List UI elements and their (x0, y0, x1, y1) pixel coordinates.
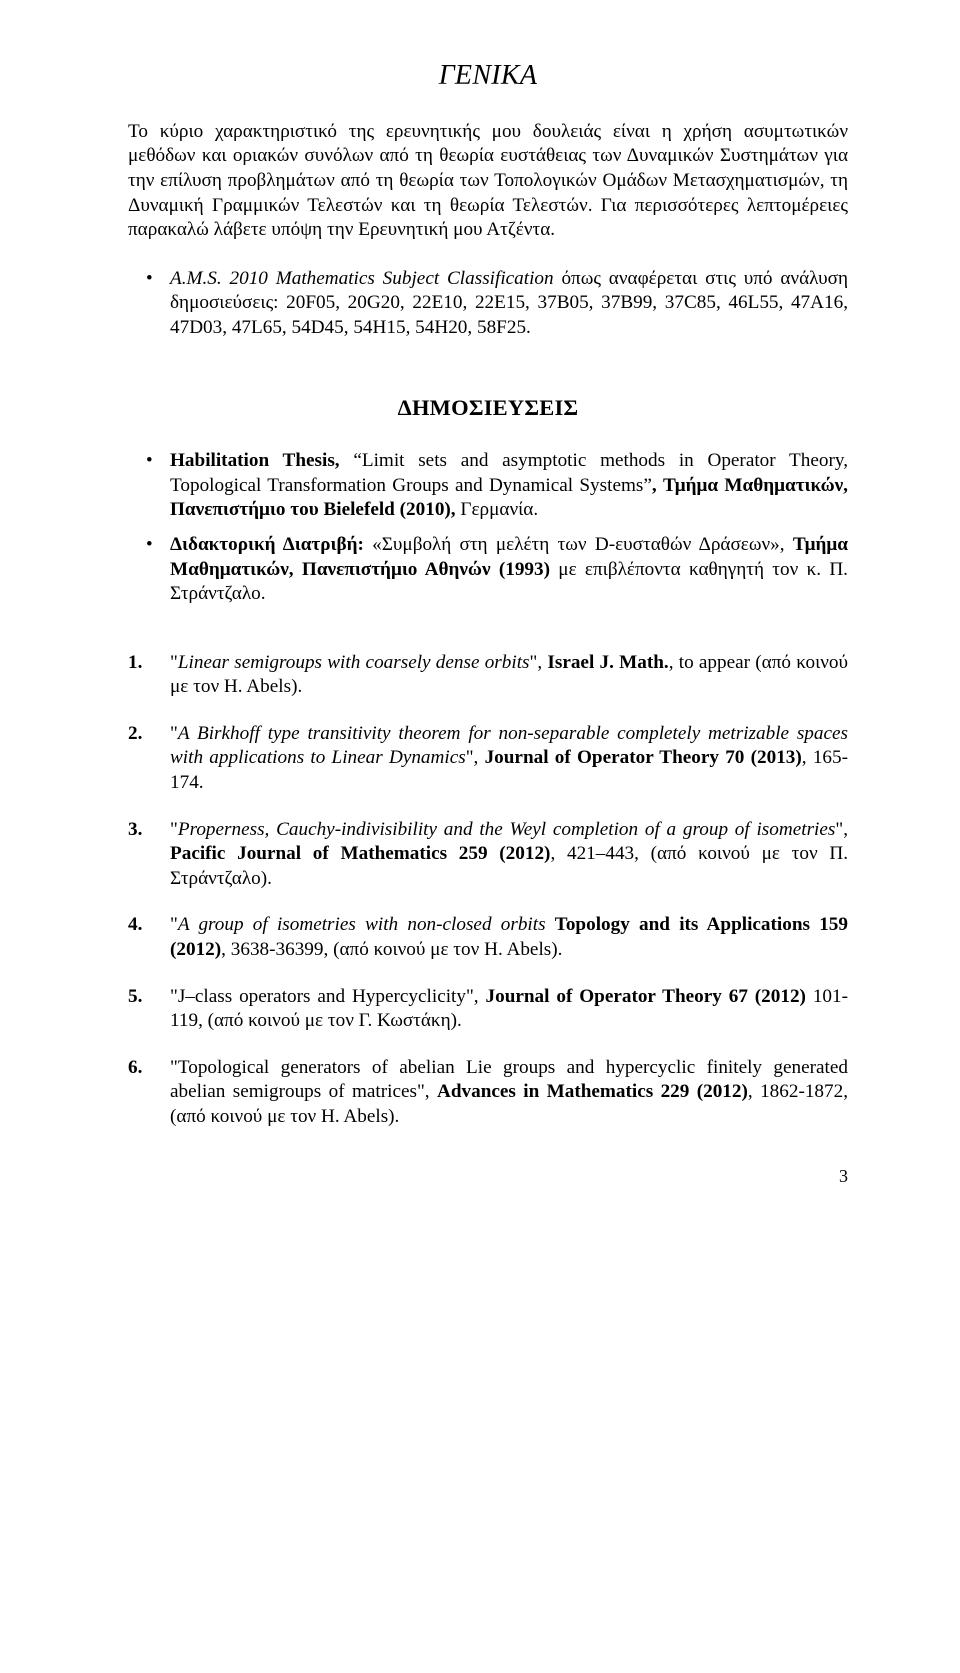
habilitation-item: Habilitation Thesis, “Limit sets and asy… (128, 449, 848, 523)
rdquo: ", (835, 819, 848, 840)
page-number: 3 (128, 1165, 848, 1188)
section-heading-genika: ΓΕΝΙΚΑ (128, 58, 848, 94)
ldquo: " (170, 986, 178, 1007)
pub-journal: Advances in Mathematics 229 (2012) (437, 1081, 748, 1102)
ams-prefix: A.M.S. 2010 Mathematics Subject Classifi… (170, 268, 554, 289)
pub-item-2: 2. "A Birkhoff type transitivity theorem… (128, 722, 848, 796)
pub-num: 5. (128, 985, 158, 1010)
phd-lead: Διδακτορική Διατριβή: (170, 534, 364, 555)
ldquo: " (170, 914, 178, 935)
ldquo: " (170, 652, 178, 673)
section-heading-publications: ΔΗΜΟΣΙΕΥΣΕΙΣ (128, 394, 848, 423)
pub-num: 6. (128, 1056, 158, 1081)
pub-journal: Journal of Operator Theory 67 (2012) (486, 986, 806, 1007)
pub-item-4: 4. "A group of isometries with non-close… (128, 913, 848, 962)
pub-title-plain: J–class operators and Hypercyclicity", (178, 986, 486, 1007)
ldquo: " (170, 819, 178, 840)
rdquo: ", (530, 652, 548, 673)
pub-item-3: 3. "Properness, Cauchy-indivisibility an… (128, 818, 848, 892)
pub-journal: Pacific Journal of Mathematics 259 (2012… (170, 843, 550, 864)
pub-num: 3. (128, 818, 158, 843)
pub-item-5: 5. "J–class operators and Hypercyclicity… (128, 985, 848, 1034)
pub-num: 4. (128, 913, 158, 938)
publication-list: 1. "Linear semigroups with coarsely dens… (128, 651, 848, 1130)
phd-item: Διδακτορική Διατριβή: «Συμβολή στη μελέτ… (128, 533, 848, 607)
pub-tail: , 3638-36399, (από κοινού με τον H. Abel… (221, 939, 562, 960)
habil-tail: Γερμανία. (456, 499, 539, 520)
pub-num: 1. (128, 651, 158, 676)
habil-lead: Habilitation Thesis, (170, 450, 353, 471)
ams-item: A.M.S. 2010 Mathematics Subject Classifi… (128, 267, 848, 341)
ldquo: " (170, 723, 178, 744)
phd-mid: «Συμβολή στη μελέτη των D-ευσταθών Δράσε… (364, 534, 793, 555)
rdquo (546, 914, 555, 935)
ldquo: " (170, 1057, 178, 1078)
rdquo: ", (466, 747, 485, 768)
pub-journal: Israel J. Math. (547, 652, 668, 673)
pub-title: Properness, Cauchy-indivisibility and th… (178, 819, 836, 840)
pub-title: Linear semigroups with coarsely dense or… (178, 652, 530, 673)
pub-item-6: 6. "Topological generators of abelian Li… (128, 1056, 848, 1130)
intro-paragraph: Το κύριο χαρακτηριστικό της ερευνητικής … (128, 120, 848, 243)
ams-list: A.M.S. 2010 Mathematics Subject Classifi… (128, 267, 848, 341)
pub-title: A group of isometries with non-closed or… (178, 914, 546, 935)
thesis-list: Habilitation Thesis, “Limit sets and asy… (128, 449, 848, 606)
pub-item-1: 1. "Linear semigroups with coarsely dens… (128, 651, 848, 700)
pub-num: 2. (128, 722, 158, 747)
pub-journal: Journal of Operator Theory 70 (2013) (485, 747, 802, 768)
